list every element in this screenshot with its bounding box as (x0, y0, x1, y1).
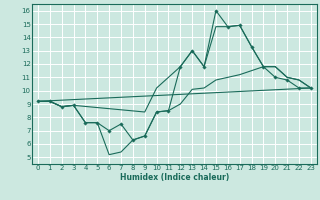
X-axis label: Humidex (Indice chaleur): Humidex (Indice chaleur) (120, 173, 229, 182)
